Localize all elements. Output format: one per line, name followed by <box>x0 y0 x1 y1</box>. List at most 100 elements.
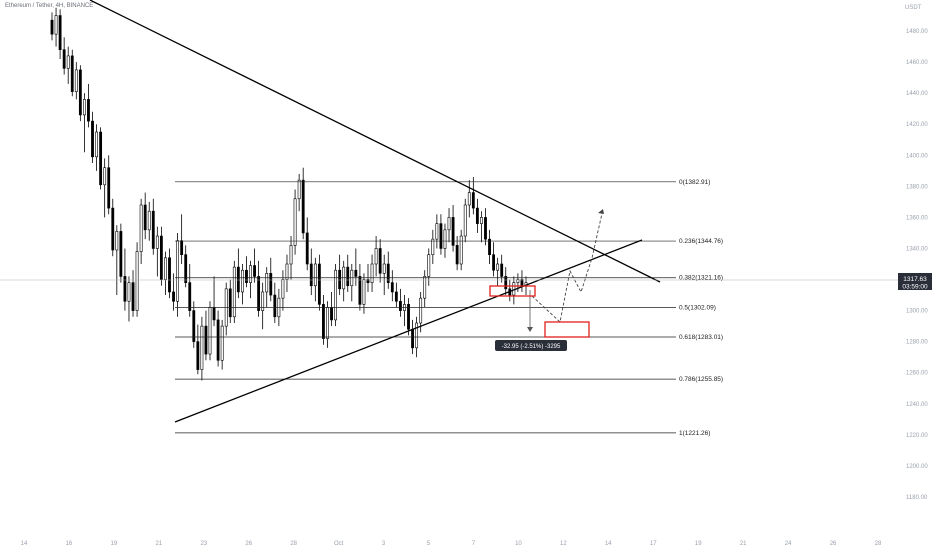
candle <box>435 214 439 249</box>
projection-arrowhead <box>598 209 604 214</box>
ascending-trendline <box>174 239 643 423</box>
measure-label-bg <box>495 340 567 351</box>
chart-title: Ethereum / Tether, 4H, BINANCE <box>5 3 94 9</box>
candle-body <box>459 235 463 265</box>
measure-arrowhead <box>527 327 533 332</box>
candle-body <box>119 231 123 277</box>
candle-body <box>317 263 321 305</box>
candle-body <box>354 269 358 277</box>
x-tick-label: 21 <box>155 541 162 547</box>
candle <box>427 248 431 286</box>
candle-body <box>326 307 329 339</box>
candle <box>346 254 350 292</box>
timeframe: 4H <box>55 3 64 9</box>
candle <box>127 276 131 322</box>
candle <box>471 177 475 215</box>
candle-body <box>492 254 496 271</box>
candle <box>91 111 94 164</box>
candle <box>281 270 285 311</box>
candle-body <box>407 304 410 330</box>
candle <box>188 264 192 317</box>
candle <box>115 225 119 296</box>
x-tick-label: 19 <box>111 541 118 547</box>
candle <box>50 12 54 41</box>
x-tick-label: 26 <box>245 541 252 547</box>
candle-body <box>240 269 244 293</box>
candle-body <box>107 167 111 209</box>
candle-body <box>467 192 471 206</box>
x-tick-label: 10 <box>515 541 522 547</box>
candle <box>492 242 496 277</box>
candle <box>176 232 180 317</box>
candle-body <box>297 179 301 200</box>
candle <box>74 62 78 100</box>
candle-body <box>504 276 508 290</box>
x-tick-label: 16 <box>66 541 73 547</box>
candle <box>273 282 277 324</box>
trend-drawings: -32.95 (-2.51%) -3295 <box>89 0 661 423</box>
candlesticks <box>50 7 528 381</box>
candle-body <box>188 282 192 311</box>
candle <box>322 295 325 345</box>
candle-body <box>423 276 427 299</box>
candle-body <box>135 251 139 311</box>
candle-body <box>249 265 252 283</box>
candle <box>301 167 305 240</box>
candle-body <box>245 269 248 283</box>
candle <box>334 264 338 327</box>
candle-body <box>431 238 435 255</box>
candle-body <box>184 254 188 283</box>
candle <box>338 254 342 296</box>
candle <box>58 9 62 60</box>
candle <box>459 229 463 271</box>
fib-level-label: 1(1221.26) <box>679 430 710 437</box>
candle <box>261 282 265 330</box>
candle-body <box>50 19 54 35</box>
candle <box>66 46 70 84</box>
candle <box>496 257 500 286</box>
candle-body <box>139 204 143 252</box>
candle <box>386 251 390 289</box>
candle-body <box>58 15 62 50</box>
x-tick-label: 19 <box>695 541 702 547</box>
candle-body <box>273 294 277 318</box>
candle-body <box>443 229 447 249</box>
candle <box>184 245 188 288</box>
candle <box>212 276 216 327</box>
candle <box>180 214 184 264</box>
candle-body <box>74 69 78 92</box>
candle-body <box>475 207 479 224</box>
fib-level-label: 0.236(1344.76) <box>679 238 723 245</box>
candle <box>382 254 386 296</box>
candle <box>62 37 66 75</box>
candle-body <box>95 131 98 158</box>
current-price-bg <box>898 273 932 290</box>
candle <box>143 192 147 240</box>
candle <box>467 180 471 218</box>
candle-body <box>285 263 289 280</box>
candle <box>447 208 451 243</box>
y-tick-label: 1460.00 <box>906 60 928 66</box>
candle <box>354 248 358 286</box>
candle <box>54 7 58 47</box>
candle-body <box>488 238 491 255</box>
candle-body <box>204 325 208 355</box>
candle-body <box>164 257 167 280</box>
candle-body <box>362 279 366 305</box>
candle-body <box>265 273 269 293</box>
candle-body <box>123 276 127 302</box>
candle <box>455 236 459 271</box>
candle <box>249 260 252 299</box>
candle <box>232 260 236 324</box>
candle <box>285 254 289 292</box>
candle <box>378 239 382 283</box>
candle <box>330 291 333 327</box>
measure-label: -32.95 (-2.51%) -3295 <box>502 344 561 350</box>
candle-body <box>155 235 159 249</box>
y-axis-unit: USDT <box>905 5 922 11</box>
candle-body <box>281 279 285 299</box>
candle <box>342 260 346 302</box>
current-price-countdown: 03:59:00 <box>902 284 928 291</box>
candle-body <box>261 291 265 311</box>
